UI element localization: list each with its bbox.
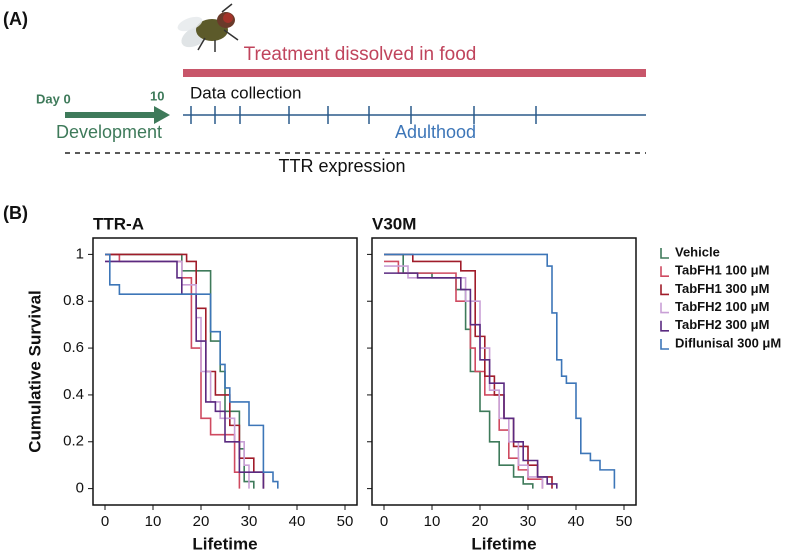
y-tick-label: 0: [76, 480, 84, 497]
survival-curve: [105, 253, 279, 489]
legend-swatch: [660, 266, 669, 277]
survival-curve: [105, 253, 265, 489]
x-tick-label: 30: [520, 513, 537, 530]
legend-label: TabFH1 300 μM: [675, 281, 769, 296]
x-tick-label: 0: [101, 513, 109, 530]
survival-curve: [105, 253, 255, 489]
development-label: Development: [56, 122, 162, 142]
adulthood-label: Adulthood: [395, 122, 476, 142]
expression-label: TTR expression: [278, 156, 405, 176]
legend-swatch: [660, 339, 669, 350]
x-tick-label: 50: [616, 513, 633, 530]
treatment-bar: [183, 69, 646, 77]
x-tick-label: 50: [337, 513, 354, 530]
x-axis-label: Lifetime: [471, 534, 536, 553]
arrow-head: [154, 106, 170, 124]
panel-label: (A): [3, 9, 28, 29]
x-tick-label: 40: [568, 513, 585, 530]
survival-curve: [384, 265, 544, 489]
survival-curve: [384, 260, 544, 489]
legend-label: TabFH2 300 μM: [675, 317, 769, 332]
legend-swatch: [660, 284, 669, 296]
survival-curve: [384, 253, 553, 489]
x-axis-label: Lifetime: [192, 534, 257, 553]
legend-swatch: [660, 302, 669, 314]
y-tick-label: 0.2: [63, 433, 84, 450]
x-tick-label: 30: [241, 513, 258, 530]
x-tick-label: 0: [380, 513, 388, 530]
y-tick-label: 1: [76, 245, 84, 262]
x-tick-label: 20: [472, 513, 489, 530]
chart-title: TTR-A: [93, 214, 144, 233]
legend-label: Vehicle: [675, 244, 720, 259]
survival-curve: [105, 260, 265, 489]
legend-swatch: [660, 248, 669, 259]
data-collection-label: Data collection: [190, 83, 302, 102]
x-tick-label: 10: [424, 513, 441, 530]
x-tick-label: 20: [193, 513, 210, 530]
fly-icon: [177, 3, 239, 52]
panel-label: (B): [3, 203, 28, 223]
adulthood-timeline: [183, 106, 646, 124]
legend-swatch: [660, 320, 669, 332]
y-tick-label: 0.8: [63, 292, 84, 309]
x-tick-label: 40: [289, 513, 306, 530]
chart-title: V30M: [372, 214, 416, 233]
survival-curve: [384, 272, 558, 489]
day-label: Day 0: [36, 91, 71, 106]
legend-label: TabFH2 100 μM: [675, 299, 769, 314]
plot-frame: [92, 237, 358, 506]
y-axis-label: Cumulative Survival: [25, 290, 44, 453]
survival-curve: [105, 260, 250, 489]
survival-curve: [384, 253, 616, 489]
treatment-label: Treatment dissolved in food: [244, 44, 477, 65]
legend-label: TabFH1 100 μM: [675, 263, 769, 278]
y-tick-label: 0.4: [63, 386, 84, 403]
survival-curve: [105, 253, 241, 489]
day-label: 10: [150, 88, 164, 103]
x-tick-label: 10: [145, 513, 162, 530]
legend-label: Diflunisal 300 μM: [675, 335, 781, 350]
y-tick-label: 0.6: [63, 339, 84, 356]
plot-frame: [371, 237, 637, 506]
survival-curve: [384, 253, 534, 489]
